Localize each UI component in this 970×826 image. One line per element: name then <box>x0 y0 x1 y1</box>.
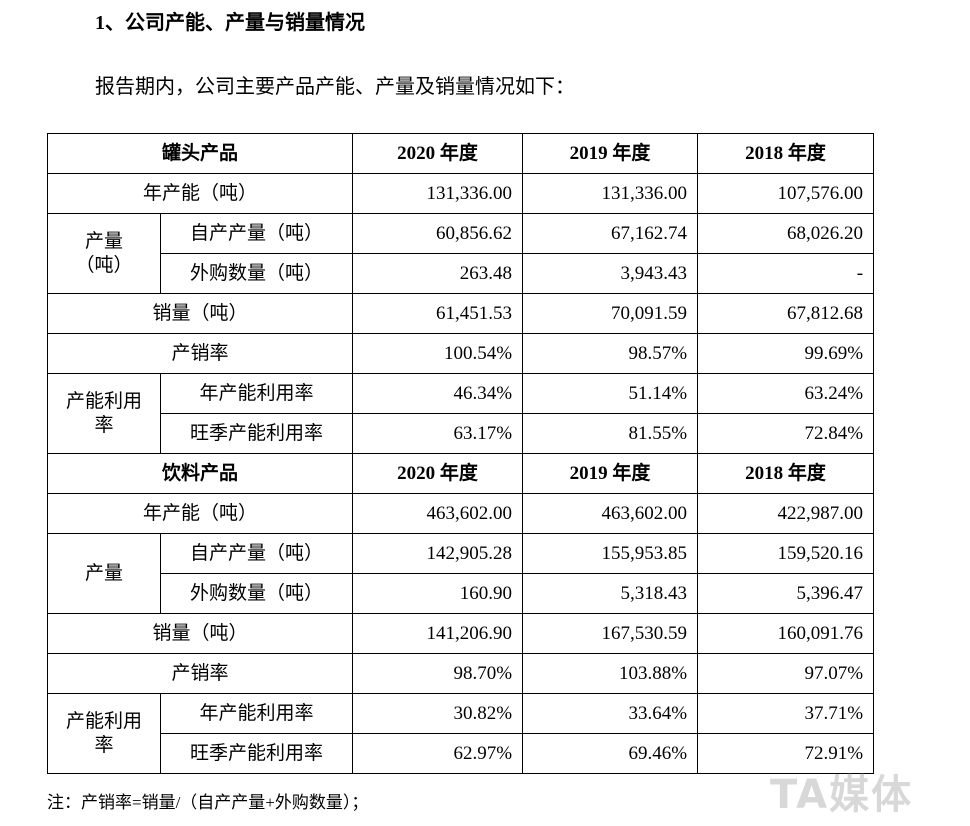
row: 产量 自产产量（吨） 142,905.28 155,953.85 159,520.16 <box>47 533 875 614</box>
group-label: 产能利用 <box>65 390 142 412</box>
value-cell: 70,091.59 <box>522 293 699 334</box>
header-cell: 2018 年度 <box>697 453 875 494</box>
watermark: TA媒体 <box>770 772 914 818</box>
value-cell: 263.48 <box>352 253 524 294</box>
value-cell: 463,602.00 <box>352 493 524 534</box>
intro: 报告期内，公司主要产品产能、产量及销量情况如下： <box>95 76 575 98</box>
row-label: 年产能利用率 <box>159 373 354 414</box>
header-cell: 2019 年度 <box>522 453 699 494</box>
value-cell: 160.90 <box>352 573 524 614</box>
row-label: 年产能（吨） <box>46 493 354 534</box>
note: 注：产销率=销量/（自产产量+外购数量）； <box>47 793 369 812</box>
value-cell: 159,520.16 <box>697 533 875 574</box>
group-label: 产量 <box>84 562 123 584</box>
value-cell: 103.88% <box>522 653 699 694</box>
value-cell: 46.34% <box>352 373 524 414</box>
row-label: 销量（吨） <box>46 613 354 654</box>
row-label: 外购数量（吨） <box>159 253 354 294</box>
row-label: 自产产量（吨） <box>159 213 354 254</box>
value-cell: 63.17% <box>352 413 524 454</box>
value-cell: 68,026.20 <box>697 213 875 254</box>
header-cell: 罐头产品 <box>46 133 354 174</box>
header-cell: 2019 年度 <box>522 133 699 174</box>
row: 产能利用率年产能利用率 46.34% 51.14% 63.24% <box>47 373 875 454</box>
value-cell: 98.70% <box>352 653 524 694</box>
row: 产量 （吨） 自产产量（吨） 60,856.62 67,162.74 68,026.20 <box>47 213 875 294</box>
value-cell: 5,396.47 <box>697 573 875 614</box>
row: 产销率 100.54% 98.57% 99.69% <box>46 333 875 374</box>
value-cell: 155,953.85 <box>522 533 699 574</box>
value-cell: 141,206.90 <box>352 613 524 654</box>
row-label: 旺季产能利用率 <box>159 413 354 454</box>
value-cell: 97.07% <box>697 653 875 694</box>
row-label: 外购数量（吨） <box>159 573 354 614</box>
value-cell: 422,987.00 <box>697 493 875 534</box>
row-label: 产销率 <box>46 653 354 694</box>
value-cell: 72.91% <box>697 733 875 774</box>
value-cell: 69.46% <box>522 733 699 774</box>
value-cell: 107,576.00 <box>697 173 875 214</box>
header-cell: 2018 年度 <box>697 133 875 174</box>
row-label: 年产能利用率 <box>159 693 354 734</box>
value-cell: 30.82% <box>352 693 524 734</box>
value-cell: 131,336.00 <box>522 173 699 214</box>
value-cell: 67,812.68 <box>697 293 875 334</box>
value-cell: 167,530.59 <box>522 613 699 654</box>
header-cell: 2020 年度 <box>352 133 524 174</box>
value-cell: 463,602.00 <box>522 493 699 534</box>
row-label: 产销率 <box>46 333 354 374</box>
value-cell: 3,943.43 <box>522 253 699 294</box>
value-cell: 100.54% <box>352 333 524 374</box>
row: 年产能（吨） 463,602.00 463,602.00 422,987.00 <box>46 493 875 534</box>
row: 销量（吨） 141,206.90 167,530.59 160,091.76 <box>46 613 875 654</box>
row: 旺季产能利用率 62.97% 69.46% 72.91% <box>48 733 875 774</box>
value-cell: 98.57% <box>522 333 699 374</box>
group-label: 产量 <box>84 230 123 252</box>
value-cell: 62.97% <box>352 733 524 774</box>
header-row: 饮料产品 2020 年度 2019 年度 2018 年度 <box>46 453 875 494</box>
value-cell: 33.64% <box>522 693 699 734</box>
value-cell: 60,856.62 <box>352 213 524 254</box>
group-cell: 产量 （吨） <box>47 213 161 294</box>
group-label: 率 <box>94 734 114 756</box>
header-row: 罐头产品 2020 年度 2019 年度 2018 年度 <box>46 133 875 174</box>
row-label: 销量（吨） <box>46 293 354 334</box>
group-label: 产能利用 <box>65 710 142 732</box>
capacity-table: 罐头产品 2020 年度 2019 年度 2018 年度 年产能（吨） 131,336.0… <box>46 133 875 774</box>
value-cell: 5,318.43 <box>522 573 699 614</box>
value-cell: 63.24% <box>697 373 875 414</box>
header-cell: 饮料产品 <box>46 453 354 494</box>
row: 产销率 98.70% 103.88% 97.07% <box>46 653 875 694</box>
value-cell: 160,091.76 <box>697 613 875 654</box>
group-cell: 产量 <box>47 533 161 614</box>
value-cell: 142,905.28 <box>352 533 524 574</box>
row-label: 旺季产能利用率 <box>159 733 354 774</box>
group-label: （吨） <box>75 254 133 276</box>
row-label: 自产产量（吨） <box>159 533 354 574</box>
value-cell: - <box>697 253 875 294</box>
row: 外购数量（吨） 160.90 5,318.43 5,396.47 <box>48 573 875 614</box>
group-label: 率 <box>94 414 114 436</box>
value-cell: 37.71% <box>697 693 875 734</box>
header-cell: 2020 年度 <box>352 453 524 494</box>
value-cell: 131,336.00 <box>352 173 524 214</box>
value-cell: 99.69% <box>697 333 875 374</box>
row: 年产能（吨） 131,336.00 131,336.00 107,576.00 <box>46 173 875 214</box>
value-cell: 61,451.53 <box>352 293 524 334</box>
row: 旺季产能利用率 63.17% 81.55% 72.84% <box>48 413 875 454</box>
value-cell: 72.84% <box>697 413 875 454</box>
value-cell: 51.14% <box>522 373 699 414</box>
value-cell: 81.55% <box>522 413 699 454</box>
group-cell: 产能利用率 <box>47 373 161 454</box>
heading: 1、公司产能、产量与销量情况 <box>95 12 365 34</box>
row: 销量（吨） 61,451.53 70,091.59 67,812.68 <box>46 293 875 334</box>
row-label: 年产能（吨） <box>46 173 354 214</box>
row: 外购数量（吨） 263.48 3,943.43- <box>48 253 875 294</box>
row: 产能利用率年产能利用率 30.82% 33.64% 37.71% <box>47 693 875 774</box>
group-cell: 产能利用率 <box>47 693 161 774</box>
value-cell: 67,162.74 <box>522 213 699 254</box>
